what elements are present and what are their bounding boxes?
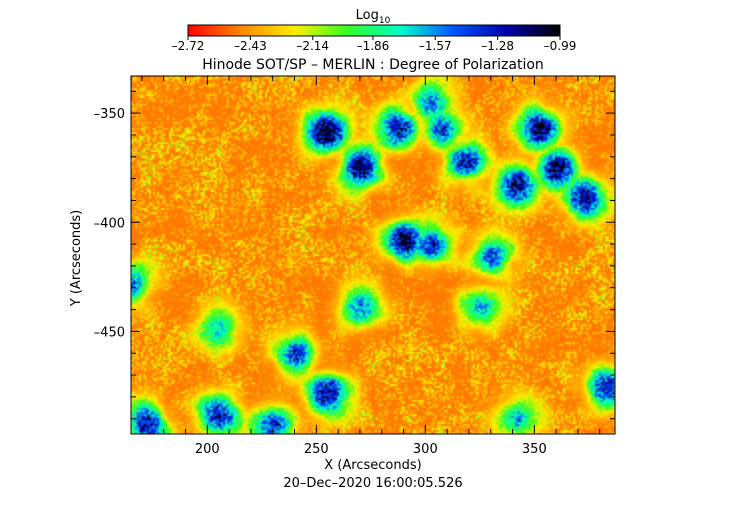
- colorbar-gradient: [188, 25, 560, 36]
- y-axis: –350 –400 –450: [94, 90, 615, 420]
- x-tick-label: 350: [522, 442, 547, 457]
- colorbar-tick-label: –2.72: [172, 39, 205, 53]
- x-tick-label: 250: [304, 442, 329, 457]
- colorbar-label-subscript: 10: [379, 16, 391, 26]
- timestamp-footer: 20–Dec–2020 16:00:05.526: [283, 476, 462, 491]
- chart-title: Hinode SOT/SP – MERLIN : Degree of Polar…: [202, 57, 544, 73]
- x-axis-label: X (Arcseconds): [324, 458, 421, 473]
- y-tick-label: –350: [94, 107, 125, 122]
- colorbar-tick-label: –2.43: [234, 39, 267, 53]
- y-tick-label: –450: [94, 325, 125, 340]
- colorbar-label: Log10: [356, 8, 391, 26]
- colorbar-tick-label: –0.99: [544, 39, 577, 53]
- colorbar-tick-label: –1.28: [481, 39, 514, 53]
- y-axis-label: Y (Arcseconds): [69, 210, 84, 307]
- y-tick-label: –400: [94, 216, 125, 231]
- heatmap-area: [131, 76, 615, 434]
- colorbar: Log10 –2.72 –2.43 –2.14 –1.86 –1.57 –1.28 –0.9…: [172, 8, 577, 53]
- colorbar-ticks: –2.72 –2.43 –2.14 –1.86 –1.57 –1.28 –0.99: [172, 36, 577, 53]
- colorbar-label-base: Log: [356, 8, 379, 23]
- x-tick-label: 200: [195, 442, 220, 457]
- heatmap-image: [131, 76, 615, 434]
- colorbar-tick-label: –2.14: [296, 39, 329, 53]
- plot-frame: [130, 75, 616, 435]
- colorbar-frame: [187, 24, 561, 37]
- x-axis: 200 250 300 350: [141, 76, 601, 457]
- colorbar-tick-label: –1.57: [419, 39, 452, 53]
- colorbar-tick-label: –1.86: [357, 39, 390, 53]
- x-tick-label: 300: [413, 442, 438, 457]
